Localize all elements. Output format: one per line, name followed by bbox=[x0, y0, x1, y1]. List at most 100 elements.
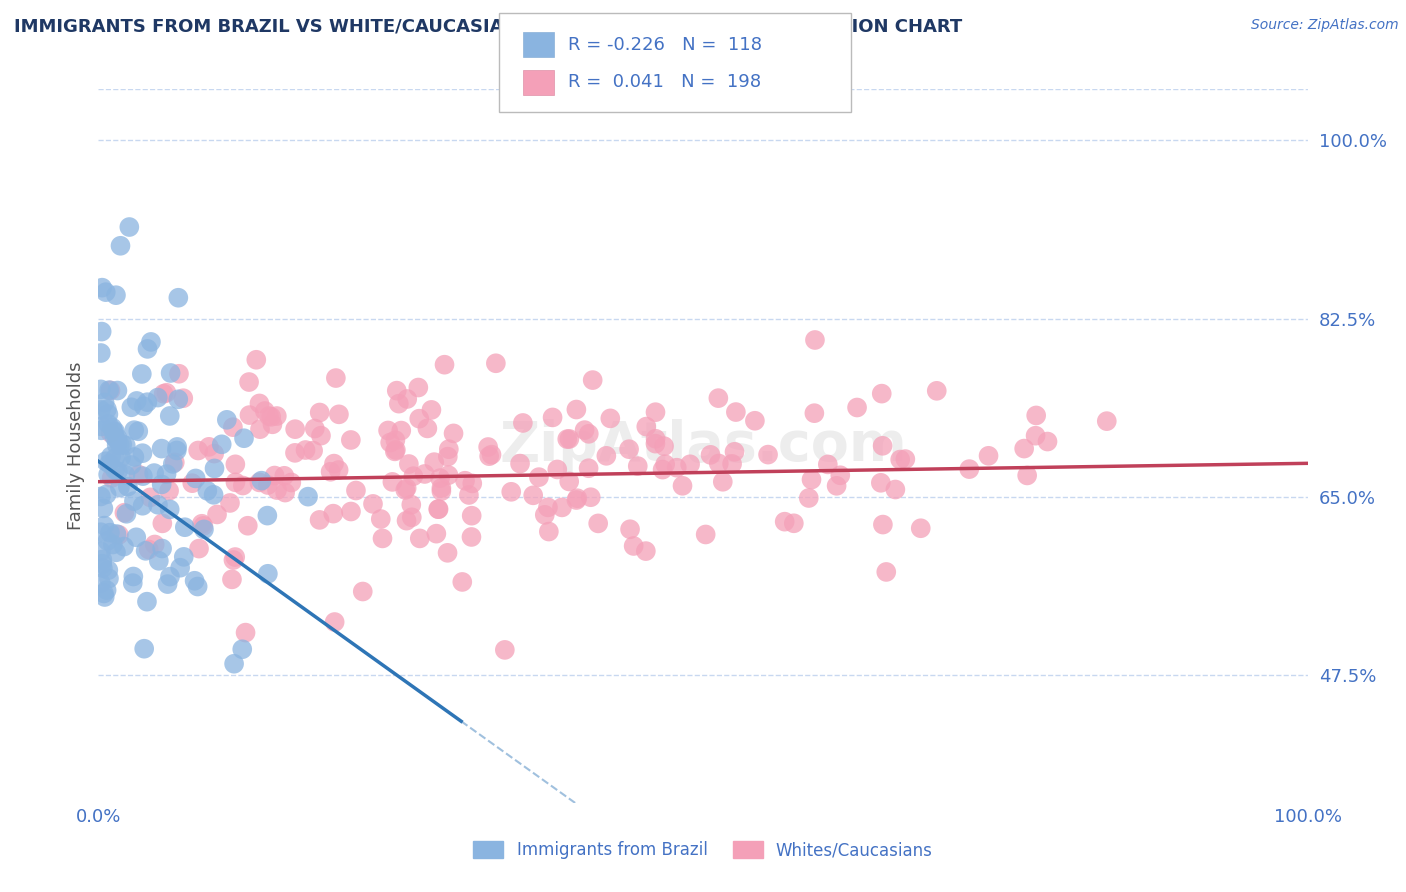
Whites/Caucasians bbox=[236, 518, 259, 533]
Whites/Caucasians bbox=[260, 409, 283, 424]
Immigrants from Brazil bbox=[98, 571, 121, 585]
Whites/Caucasians bbox=[304, 421, 326, 435]
Immigrants from Brazil bbox=[97, 467, 120, 482]
Whites/Caucasians bbox=[402, 469, 425, 483]
Whites/Caucasians bbox=[654, 457, 676, 471]
Immigrants from Brazil bbox=[215, 413, 238, 427]
Immigrants from Brazil bbox=[93, 395, 115, 409]
Text: ZipAtlas.com: ZipAtlas.com bbox=[499, 419, 907, 473]
Whites/Caucasians bbox=[238, 375, 260, 389]
Whites/Caucasians bbox=[429, 471, 451, 485]
Text: R = -0.226   N =  118: R = -0.226 N = 118 bbox=[568, 36, 762, 54]
Whites/Caucasians bbox=[398, 457, 420, 471]
Immigrants from Brazil bbox=[202, 488, 225, 502]
Whites/Caucasians bbox=[172, 391, 194, 405]
Immigrants from Brazil bbox=[104, 288, 127, 302]
Whites/Caucasians bbox=[574, 423, 596, 437]
Immigrants from Brazil bbox=[169, 560, 191, 574]
Whites/Caucasians bbox=[537, 500, 560, 515]
Immigrants from Brazil bbox=[93, 590, 115, 604]
Immigrants from Brazil bbox=[90, 382, 112, 396]
Whites/Caucasians bbox=[756, 448, 779, 462]
Immigrants from Brazil bbox=[256, 508, 278, 523]
Whites/Caucasians bbox=[232, 478, 254, 492]
Whites/Caucasians bbox=[388, 397, 411, 411]
Whites/Caucasians bbox=[323, 615, 346, 629]
Whites/Caucasians bbox=[139, 491, 162, 505]
Whites/Caucasians bbox=[323, 457, 346, 471]
Immigrants from Brazil bbox=[121, 458, 143, 472]
Whites/Caucasians bbox=[582, 373, 605, 387]
Whites/Caucasians bbox=[427, 502, 450, 516]
Whites/Caucasians bbox=[222, 553, 245, 567]
Whites/Caucasians bbox=[565, 402, 588, 417]
Whites/Caucasians bbox=[340, 504, 363, 518]
Whites/Caucasians bbox=[188, 541, 211, 556]
Immigrants from Brazil bbox=[105, 527, 128, 541]
Whites/Caucasians bbox=[436, 546, 458, 560]
Immigrants from Brazil bbox=[122, 494, 145, 508]
Whites/Caucasians bbox=[409, 532, 432, 546]
Whites/Caucasians bbox=[266, 483, 288, 497]
Immigrants from Brazil bbox=[90, 490, 112, 504]
Whites/Caucasians bbox=[699, 448, 721, 462]
Whites/Caucasians bbox=[423, 455, 446, 469]
Immigrants from Brazil bbox=[159, 569, 181, 583]
Whites/Caucasians bbox=[494, 643, 516, 657]
Whites/Caucasians bbox=[384, 444, 406, 458]
Whites/Caucasians bbox=[266, 409, 288, 423]
Whites/Caucasians bbox=[155, 385, 177, 400]
Immigrants from Brazil bbox=[132, 469, 155, 483]
Whites/Caucasians bbox=[416, 421, 439, 435]
Whites/Caucasians bbox=[112, 506, 135, 520]
Whites/Caucasians bbox=[707, 457, 730, 471]
Whites/Caucasians bbox=[460, 508, 482, 523]
Immigrants from Brazil bbox=[131, 446, 153, 460]
Whites/Caucasians bbox=[546, 462, 568, 476]
Whites/Caucasians bbox=[627, 459, 650, 474]
Legend: Immigrants from Brazil, Whites/Caucasians: Immigrants from Brazil, Whites/Caucasian… bbox=[467, 834, 939, 866]
Immigrants from Brazil bbox=[96, 487, 118, 501]
Whites/Caucasians bbox=[830, 468, 852, 483]
Whites/Caucasians bbox=[872, 517, 894, 532]
Whites/Caucasians bbox=[219, 496, 242, 510]
Whites/Caucasians bbox=[481, 448, 503, 462]
Whites/Caucasians bbox=[644, 405, 666, 419]
Whites/Caucasians bbox=[157, 483, 180, 498]
Immigrants from Brazil bbox=[98, 457, 121, 471]
Whites/Caucasians bbox=[665, 460, 688, 475]
Whites/Caucasians bbox=[433, 358, 456, 372]
Whites/Caucasians bbox=[138, 542, 160, 557]
Immigrants from Brazil bbox=[136, 342, 159, 356]
Whites/Caucasians bbox=[396, 392, 419, 406]
Whites/Caucasians bbox=[249, 396, 271, 410]
Immigrants from Brazil bbox=[159, 366, 181, 380]
Whites/Caucasians bbox=[634, 544, 657, 558]
Whites/Caucasians bbox=[707, 391, 730, 405]
Whites/Caucasians bbox=[377, 424, 399, 438]
Whites/Caucasians bbox=[651, 462, 673, 476]
Immigrants from Brazil bbox=[257, 566, 280, 581]
Whites/Caucasians bbox=[578, 461, 600, 475]
Immigrants from Brazil bbox=[131, 367, 153, 381]
Whites/Caucasians bbox=[187, 443, 209, 458]
Whites/Caucasians bbox=[284, 422, 307, 436]
Whites/Caucasians bbox=[652, 439, 675, 453]
Whites/Caucasians bbox=[205, 508, 228, 522]
Whites/Caucasians bbox=[100, 425, 122, 440]
Immigrants from Brazil bbox=[101, 420, 124, 434]
Whites/Caucasians bbox=[308, 513, 330, 527]
Whites/Caucasians bbox=[485, 356, 508, 370]
Whites/Caucasians bbox=[420, 403, 443, 417]
Whites/Caucasians bbox=[128, 467, 150, 482]
Whites/Caucasians bbox=[910, 521, 932, 535]
Whites/Caucasians bbox=[884, 483, 907, 497]
Immigrants from Brazil bbox=[108, 438, 131, 452]
Whites/Caucasians bbox=[1025, 428, 1047, 442]
Immigrants from Brazil bbox=[193, 522, 215, 536]
Immigrants from Brazil bbox=[91, 561, 114, 575]
Whites/Caucasians bbox=[427, 502, 450, 516]
Whites/Caucasians bbox=[280, 475, 302, 490]
Whites/Caucasians bbox=[579, 490, 602, 504]
Immigrants from Brazil bbox=[122, 423, 145, 437]
